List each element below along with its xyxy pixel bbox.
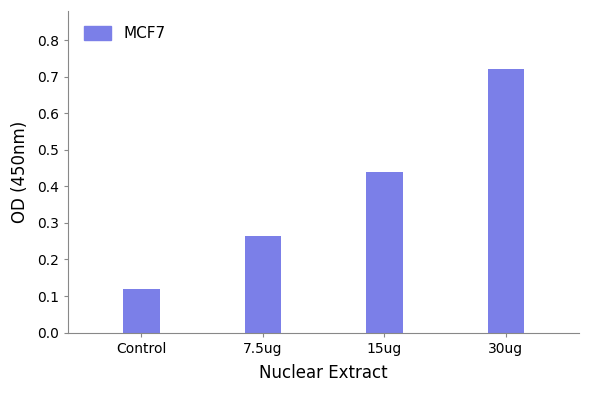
Bar [366, 172, 402, 332]
Bar [245, 236, 281, 332]
Bar [488, 69, 524, 332]
Bar [123, 289, 160, 332]
X-axis label: Nuclear Extract: Nuclear Extract [260, 364, 388, 382]
Legend: MCF7: MCF7 [76, 19, 173, 49]
Y-axis label: OD (450nm): OD (450nm) [11, 121, 29, 223]
